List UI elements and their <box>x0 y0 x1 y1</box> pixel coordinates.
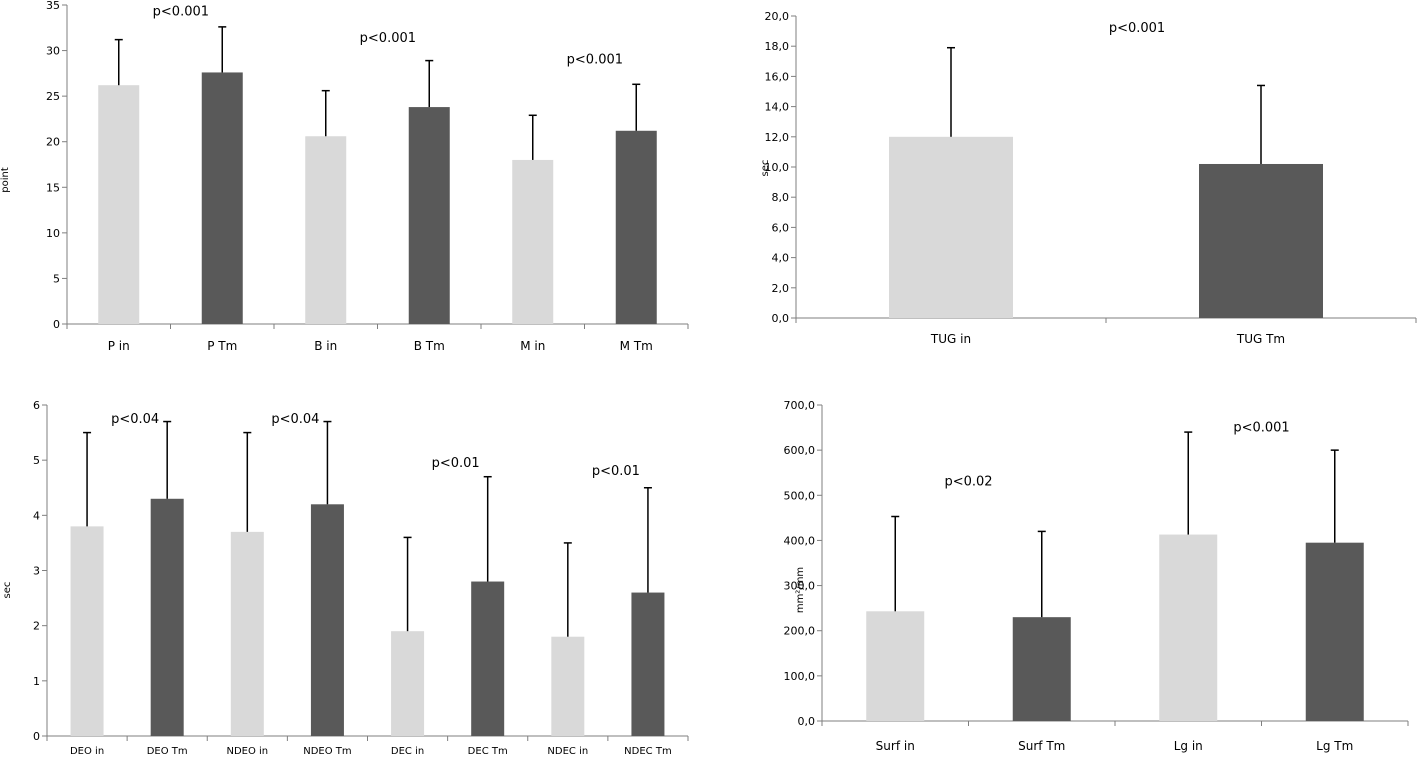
y-tick-label: 100,0 <box>784 670 816 683</box>
category-label: DEO Tm <box>147 746 188 757</box>
category-label: M in <box>520 339 545 353</box>
p-value-annotation: p<0.02 <box>944 475 992 490</box>
y-tick-label: 18,0 <box>765 40 790 53</box>
bar <box>305 136 347 324</box>
bar <box>1305 542 1364 721</box>
bar <box>230 531 264 736</box>
bar <box>889 136 1013 318</box>
y-tick-label: 2,0 <box>772 282 790 295</box>
category-label: B Tm <box>414 339 445 353</box>
y-tick-label: 12,0 <box>765 131 790 144</box>
bar <box>150 498 184 736</box>
category-label: Lg Tm <box>1316 739 1353 753</box>
chart-panel-balance-sec: 0 1 2 3 4 5 6 DEO in DEO Tm NDEO in NDEO Tm DEC in D… <box>2 399 689 757</box>
bar <box>310 504 344 736</box>
y-tick-label: 5 <box>33 454 40 467</box>
bar <box>615 130 657 324</box>
y-tick-label: 0 <box>53 318 60 331</box>
y-tick-label: 20,0 <box>765 10 790 23</box>
y-tick-label: 0,0 <box>772 312 790 325</box>
bar <box>1199 163 1323 318</box>
bar <box>512 159 554 324</box>
y-tick-label: 1 <box>33 675 40 688</box>
y-tick-label: 10 <box>46 227 60 240</box>
bar <box>408 107 450 324</box>
y-tick-label: 30 <box>46 45 60 58</box>
y-axis-label: mm²/mm <box>795 567 806 613</box>
y-tick-label: 2 <box>33 620 40 633</box>
y-tick-label: 20 <box>46 136 60 149</box>
y-tick-label: 4,0 <box>772 252 790 265</box>
category-label: Lg in <box>1174 739 1203 753</box>
y-tick-label: 8,0 <box>772 191 790 204</box>
category-label: Surf in <box>876 739 915 753</box>
y-axis-label: sec <box>2 582 13 599</box>
y-tick-label: 16,0 <box>765 70 790 83</box>
bar <box>471 581 505 736</box>
p-value-annotation: p<0.04 <box>271 412 319 427</box>
y-tick-label: 300,0 <box>784 580 816 593</box>
y-tick-label: 400,0 <box>784 534 816 547</box>
y-tick-label: 25 <box>46 90 60 103</box>
p-value-annotation: p<0.01 <box>432 456 480 471</box>
category-label: NDEC Tm <box>624 746 672 757</box>
y-tick-label: 15 <box>46 181 60 194</box>
y-tick-label: 500,0 <box>784 489 816 502</box>
chart-panel-points: 0 5 10 15 20 25 30 35 P in P Tm B in B Tm M in M Tm p<… <box>0 0 689 353</box>
y-tick-label: 6 <box>33 399 40 412</box>
y-tick-label: 35 <box>46 0 60 12</box>
chart-panel-sway-area: 0,0 100,0 200,0 300,0 400,0 500,0 600,0 700,0 Su… <box>784 399 1409 753</box>
y-tick-label: 700,0 <box>784 399 816 412</box>
category-label: TUG Tm <box>1236 332 1285 346</box>
y-tick-label: 600,0 <box>784 444 816 457</box>
p-value-annotation: p<0.001 <box>360 31 416 46</box>
y-tick-label: 0,0 <box>798 715 816 728</box>
category-label: DEO in <box>70 746 104 757</box>
y-tick-label: 4 <box>33 509 40 522</box>
bar <box>98 85 140 324</box>
bar <box>201 72 243 325</box>
y-axis-label: point <box>0 167 11 193</box>
bar <box>391 631 425 736</box>
y-tick-label: 5 <box>53 272 60 285</box>
y-tick-label: 14,0 <box>765 101 790 114</box>
y-tick-label: 0 <box>33 730 40 743</box>
bar <box>1159 534 1218 721</box>
category-label: DEC in <box>391 746 424 757</box>
bar <box>866 611 925 721</box>
p-value-annotation: p<0.001 <box>1109 21 1165 36</box>
p-value-annotation: p<0.001 <box>1233 421 1289 436</box>
category-label: DEC Tm <box>468 746 508 757</box>
category-label: NDEO in <box>226 746 268 757</box>
category-label: B in <box>314 339 337 353</box>
y-tick-label: 10,0 <box>765 161 790 174</box>
category-label: P in <box>108 339 130 353</box>
bar <box>631 592 665 736</box>
category-label: NDEC in <box>547 746 588 757</box>
chart-panel-tug: 0,0 2,0 4,0 6,0 8,0 10,0 12,0 14,0 16,0 18,0 20,0 T… <box>760 10 1417 346</box>
category-label: P Tm <box>207 339 237 353</box>
category-label: TUG in <box>930 332 971 346</box>
y-tick-label: 200,0 <box>784 625 816 638</box>
p-value-annotation: p<0.001 <box>567 53 623 68</box>
p-value-annotation: p<0.001 <box>153 4 209 19</box>
y-tick-label: 6,0 <box>772 221 790 234</box>
p-value-annotation: p<0.04 <box>111 412 159 427</box>
bar <box>551 636 585 736</box>
bar <box>70 526 104 736</box>
p-value-annotation: p<0.01 <box>592 464 640 479</box>
category-label: M Tm <box>620 339 653 353</box>
category-label: Surf Tm <box>1018 739 1065 753</box>
y-axis-label: sec <box>760 160 771 177</box>
y-tick-label: 3 <box>33 565 40 578</box>
bar <box>1012 617 1071 721</box>
category-label: NDEO Tm <box>303 746 351 757</box>
